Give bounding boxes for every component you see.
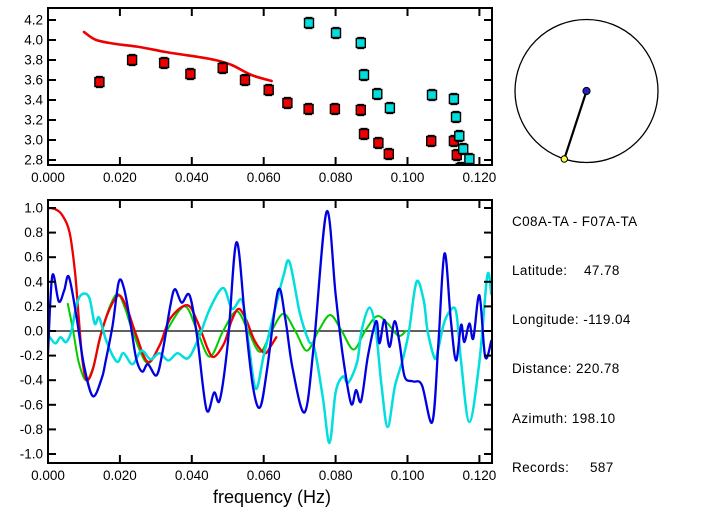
data-point-square — [185, 68, 196, 80]
y-tick-label: 4.0 — [24, 33, 43, 48]
y-tick-label: 3.0 — [24, 133, 43, 148]
x-tick-label: 0.080 — [319, 468, 353, 483]
x-tick-label: 0.020 — [103, 170, 137, 185]
y-tick-label: 0.0 — [24, 324, 43, 339]
x-tick-label: 0.080 — [319, 170, 353, 185]
data-point-square — [303, 17, 315, 29]
reference-dispersion-curve — [82, 30, 273, 83]
data-point-square — [372, 88, 383, 100]
dispersion-scatter-plot: 0.000 0.020 0.040 0.060 0.080 0.100 0.120 4.2 4.… — [24, 7, 497, 185]
cyan-waveform — [48, 259, 492, 445]
x-tick-label: 0.040 — [175, 170, 209, 185]
plot-frame — [47, 7, 493, 166]
data-point-square — [426, 135, 437, 147]
remote-station-dot — [560, 155, 568, 163]
ticks — [47, 200, 492, 463]
y-tick-label: -0.6 — [20, 397, 43, 412]
ticks — [47, 8, 492, 165]
x-tick-label: 0.000 — [31, 170, 65, 185]
y-tick-label: -1.0 — [20, 447, 43, 462]
y-tick-label: 4.2 — [24, 13, 43, 28]
center-station-dot — [582, 86, 591, 96]
data-point-square — [217, 62, 228, 74]
data-point-square — [458, 143, 469, 155]
y-tick-label: 0.2 — [24, 299, 43, 314]
blue-waveform — [48, 210, 492, 424]
data-point-square — [355, 104, 366, 116]
y-tick-label: -0.2 — [20, 348, 43, 363]
data-point-square — [263, 84, 274, 96]
y-tick-label: 0.6 — [24, 250, 43, 265]
x-tick-label: 0.120 — [463, 170, 497, 185]
data-point-square — [94, 76, 105, 88]
longitude-line: Longitude: -119.04 — [512, 312, 631, 328]
y-tick-label: 3.2 — [24, 113, 43, 128]
data-point-square — [450, 111, 462, 123]
data-point-square — [158, 57, 170, 69]
y-tick-label: 3.4 — [24, 93, 43, 108]
azimuth-circle-outline — [514, 18, 659, 164]
data-point-square — [448, 93, 460, 105]
y-tick-label: 0.8 — [24, 225, 43, 240]
x-tick-label: 0.020 — [103, 468, 137, 483]
data-point-square — [426, 89, 438, 101]
station-info-panel: C08A-TA - F07A-TA Latitude: 47.78 Longit… — [512, 181, 638, 509]
waveform-plot: 0.000 0.020 0.040 0.060 0.080 0.100 0.120 1.0 0.… — [20, 199, 497, 483]
series-layer — [48, 206, 492, 445]
y-tick-label: -0.4 — [20, 373, 44, 388]
series-layer — [82, 16, 475, 165]
data-point-square — [358, 128, 370, 140]
x-axis-label: frequency (Hz) — [213, 487, 331, 507]
data-point-square — [454, 130, 465, 142]
data-point-square — [358, 69, 370, 81]
azimuth-pointer-line — [563, 90, 588, 160]
data-point-square — [464, 153, 475, 165]
x-tick-label: 0.060 — [247, 468, 281, 483]
x-tick-label: 0.040 — [175, 468, 209, 483]
x-tick-label: 0.000 — [31, 468, 65, 483]
cyan-measurements — [303, 16, 475, 165]
y-tick-label: 3.8 — [24, 53, 43, 68]
x-tick-label: 0.060 — [247, 170, 281, 185]
azimuth-line: Azimuth: 198.10 — [512, 410, 616, 426]
y-tick-label: 3.6 — [24, 73, 43, 88]
y-tick-label: 1.0 — [24, 201, 43, 216]
data-point-square — [373, 137, 384, 149]
station-pair-title: C08A-TA - F07A-TA — [512, 213, 638, 229]
data-point-square — [282, 97, 293, 109]
data-point-square — [303, 103, 314, 115]
y-tick-label: 0.4 — [24, 274, 43, 289]
data-point-square — [330, 27, 342, 39]
x-tick-label: 0.120 — [463, 468, 497, 483]
y-tick-label: -0.8 — [20, 422, 43, 437]
data-point-square — [383, 148, 394, 160]
records-line: Records: 587 — [512, 459, 614, 475]
data-point-square — [355, 37, 366, 49]
data-point-square — [126, 54, 138, 66]
data-point-square — [239, 74, 251, 86]
x-tick-label: 0.100 — [391, 170, 425, 185]
data-point-square — [329, 103, 341, 115]
distance-line: Distance: 220.78 — [512, 361, 620, 377]
x-tick-label: 0.100 — [391, 468, 425, 483]
red-measurements — [94, 53, 466, 165]
y-tick-label: 2.8 — [24, 153, 43, 168]
azimuth-circle-diagram — [514, 18, 659, 164]
latitude-line: Latitude: 47.78 — [512, 263, 620, 279]
data-point-square — [384, 102, 396, 114]
